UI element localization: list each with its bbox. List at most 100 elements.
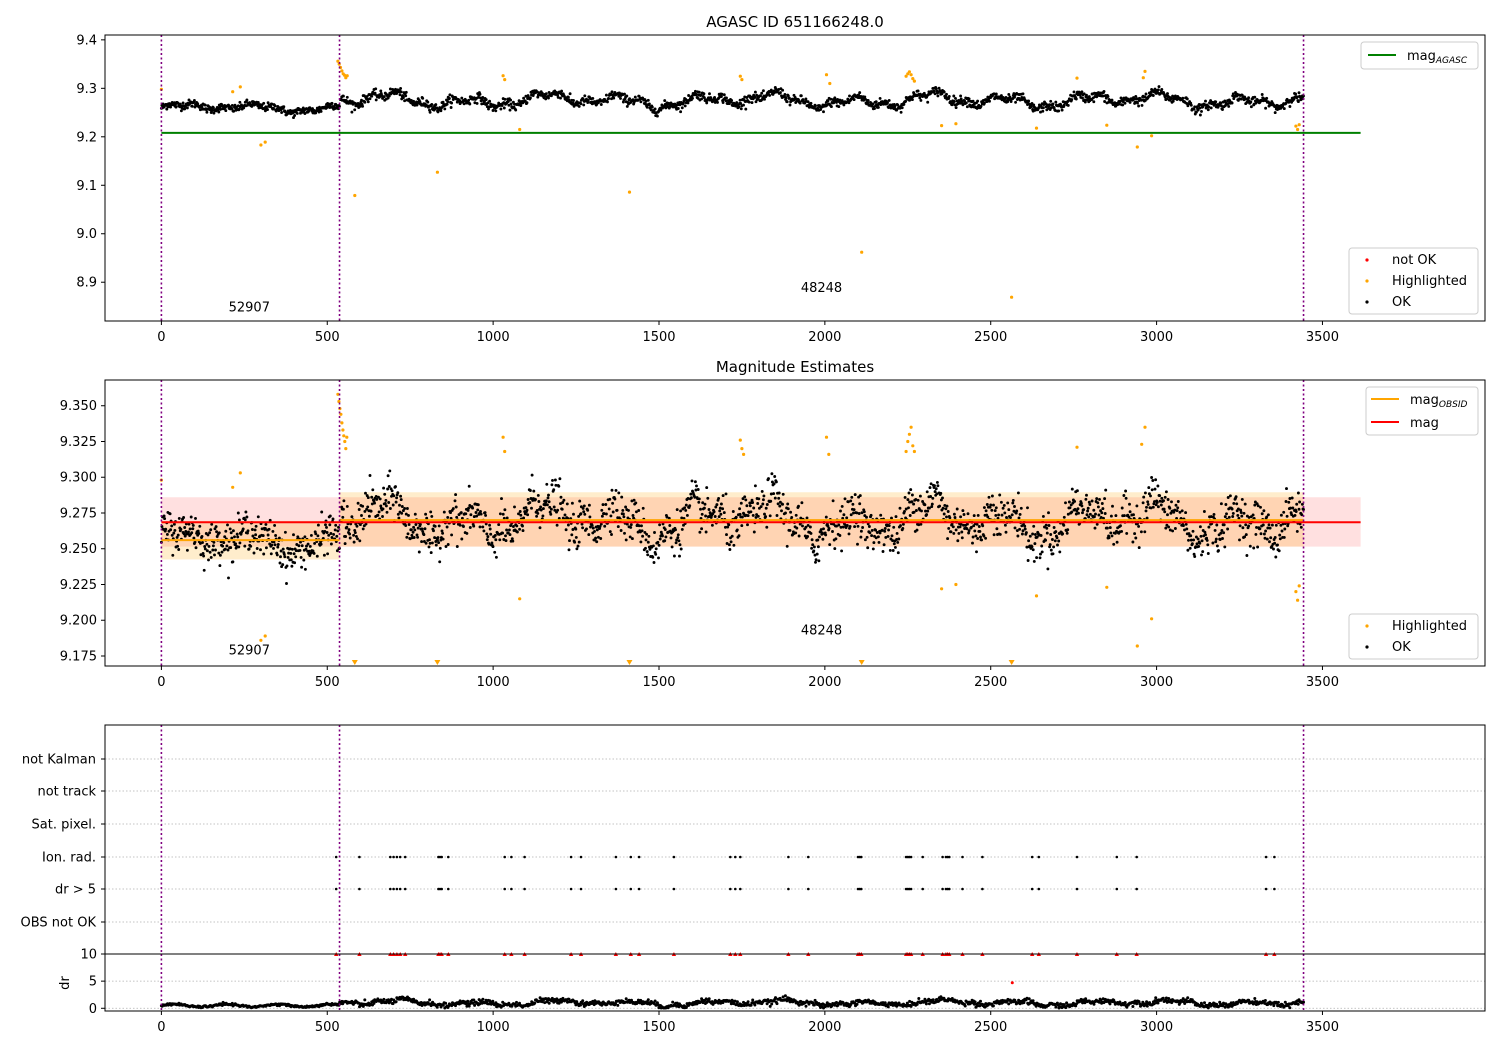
ok-point <box>848 94 851 98</box>
ok-point <box>226 548 230 552</box>
ok-point <box>488 99 492 103</box>
ok-point <box>328 105 332 109</box>
ok-point <box>639 100 643 104</box>
ok-point <box>528 96 532 100</box>
ok-point <box>363 509 367 513</box>
ok-point <box>550 483 554 487</box>
ok-point <box>952 531 956 535</box>
ok-point <box>354 534 358 538</box>
ok-point <box>595 540 599 544</box>
ok-point <box>661 534 664 538</box>
ok-point <box>731 510 735 513</box>
ok-point <box>232 109 236 113</box>
ok-point <box>933 484 936 488</box>
ok-point <box>686 101 690 105</box>
dr-flag-point <box>358 887 361 891</box>
ok-point <box>643 530 647 534</box>
ok-point <box>1141 501 1145 505</box>
magnitude-legend-top: magOBSID mag <box>1365 386 1479 436</box>
ok-point <box>907 506 910 510</box>
ok-point <box>826 524 830 528</box>
ok-point <box>1194 110 1198 114</box>
ok-point <box>853 493 857 497</box>
ok-point <box>719 502 723 506</box>
ok-point <box>1025 545 1029 549</box>
ok-point <box>1181 524 1185 528</box>
ok-point <box>1049 533 1053 536</box>
ok-point <box>945 92 948 96</box>
ok-point <box>453 499 457 503</box>
ok-point <box>1111 504 1114 508</box>
ok-point <box>405 507 409 510</box>
ok-point <box>994 506 998 510</box>
ok-point <box>1236 513 1240 517</box>
ok-point <box>763 97 766 101</box>
ok-point <box>237 518 241 522</box>
ok-point <box>676 536 680 540</box>
ok-point <box>998 493 1002 497</box>
ok-point <box>884 535 888 539</box>
ok-point <box>272 106 275 110</box>
ok-point <box>781 502 785 506</box>
ok-point <box>424 512 428 516</box>
ok-point <box>857 93 861 97</box>
ok-point <box>808 525 812 529</box>
ok-point <box>658 537 662 541</box>
ok-point <box>356 501 360 505</box>
ok-point <box>740 515 744 519</box>
ok-point <box>659 108 663 112</box>
ok-point <box>887 528 891 532</box>
ok-point <box>454 493 458 497</box>
ok-point <box>1041 109 1045 113</box>
ok-point <box>810 538 814 542</box>
ok-point <box>558 477 562 481</box>
ok-point <box>381 507 385 511</box>
ok-point <box>1137 546 1141 550</box>
ok-point <box>486 535 490 539</box>
ok-point <box>1285 97 1289 101</box>
ok-point <box>427 545 431 549</box>
ok-point <box>840 549 844 553</box>
ok-point <box>617 491 621 495</box>
highlighted-point <box>954 122 958 126</box>
highlighted-point <box>231 485 235 489</box>
ok-point <box>577 540 581 544</box>
ok-point <box>229 531 233 535</box>
ok-point <box>228 527 232 531</box>
ok-point <box>209 528 213 532</box>
ok-point <box>981 524 985 528</box>
ok-point <box>759 94 762 98</box>
ok-point <box>1156 484 1160 488</box>
ok-point <box>404 512 408 516</box>
ok-point <box>1075 509 1079 513</box>
ok-point <box>1289 506 1292 510</box>
ok-point <box>415 533 419 537</box>
ok-point <box>894 515 898 519</box>
ok-point <box>501 531 505 535</box>
ion-rad-flag-point <box>440 855 444 859</box>
ok-point <box>515 524 519 528</box>
ok-point <box>1222 531 1226 535</box>
ok-point <box>1203 103 1207 107</box>
ok-point <box>545 503 549 507</box>
ok-point <box>1051 102 1055 106</box>
ok-point <box>1237 516 1241 520</box>
ok-point <box>1249 105 1253 109</box>
x-tick-label: 1000 <box>477 675 510 690</box>
ok-point <box>914 498 918 501</box>
agasc-panel-y-ticks: 8.99.09.19.29.39.4 <box>76 33 105 291</box>
ok-point <box>853 525 857 529</box>
ok-point <box>468 102 472 106</box>
ok-point <box>815 552 819 556</box>
x-tick-label: 2000 <box>808 1020 841 1035</box>
ok-point <box>874 528 878 532</box>
ok-point <box>952 99 956 103</box>
ok-point <box>821 537 825 541</box>
highlighted-point <box>860 250 864 254</box>
ok-point <box>1282 107 1286 111</box>
ok-point <box>211 548 215 552</box>
ok-point <box>1040 544 1044 548</box>
ok-point <box>300 565 304 569</box>
ok-point <box>689 496 693 500</box>
ok-point <box>266 108 269 112</box>
